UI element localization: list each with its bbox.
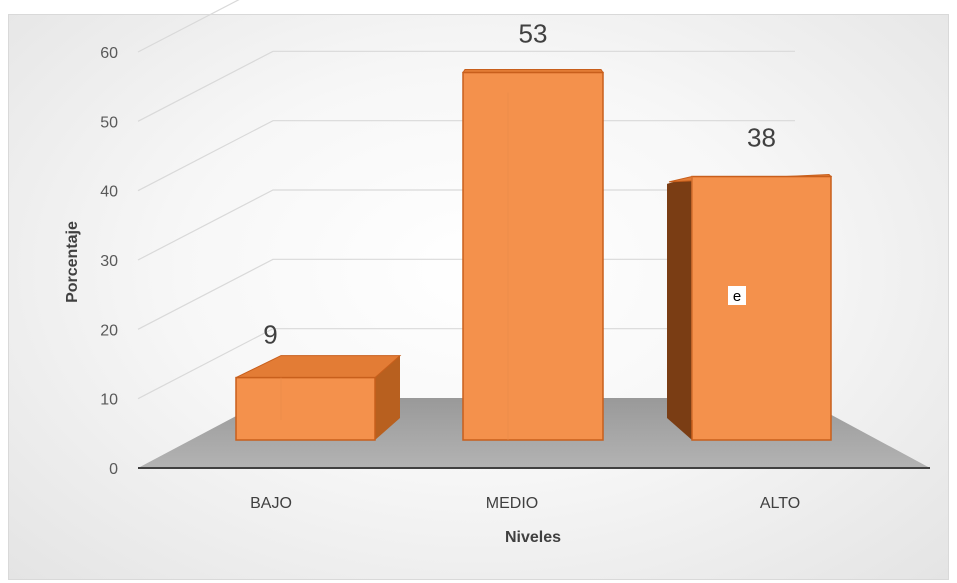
y-tick-label: 50 [100, 114, 118, 131]
gridline [137, 120, 795, 192]
y-tick-label: 0 [109, 461, 118, 478]
bar-top [235, 355, 402, 379]
bar-medio [462, 69, 604, 441]
gridline [137, 258, 795, 330]
x-tick-label-alto: ALTO [760, 495, 800, 512]
bar-front [462, 71, 604, 441]
gridline [137, 328, 795, 400]
y-tick-label: 30 [100, 253, 118, 270]
gridlines [137, 0, 795, 400]
data-label-bajo: 9 [263, 320, 277, 350]
x-axis-categories: BAJO MEDIO ALTO [250, 495, 800, 512]
data-label-alto: 38 [747, 123, 776, 153]
bar-alto [667, 174, 833, 441]
bars [235, 69, 833, 441]
x-tick-label-medio: MEDIO [486, 495, 538, 512]
y-tick-label: 60 [100, 45, 118, 62]
gridline [137, 50, 795, 122]
y-tick-label: 10 [100, 392, 118, 409]
bar-bajo [235, 355, 402, 441]
y-axis-ticks: 0 10 20 30 40 50 60 [100, 45, 118, 478]
data-labels: 9 53 38 [263, 19, 776, 350]
data-label-medio: 53 [519, 19, 548, 49]
bar-side [667, 176, 692, 441]
x-axis-title: Niveles [505, 529, 561, 546]
stray-label: e [733, 288, 741, 305]
x-tick-label-bajo: BAJO [250, 495, 292, 512]
bar-front [235, 376, 376, 441]
stray-label-background [728, 286, 746, 305]
gridline [137, 0, 240, 53]
y-tick-label: 40 [100, 184, 118, 201]
bar-side [375, 355, 400, 440]
bar-front [691, 175, 832, 441]
y-axis-title: Porcentaje [64, 221, 81, 303]
gridline [137, 189, 795, 261]
y-tick-label: 20 [100, 322, 118, 339]
